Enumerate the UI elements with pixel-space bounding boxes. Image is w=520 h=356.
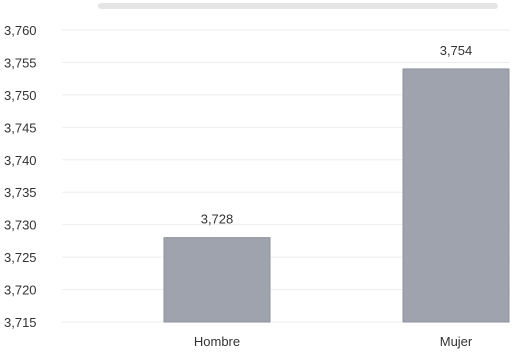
y-tick-label: 3,760: [4, 23, 37, 38]
y-tick-label: 3,735: [4, 185, 37, 200]
bars: [163, 68, 510, 323]
blurred-header-band: [98, 3, 498, 9]
data-labels: 3,728 3,754: [201, 43, 473, 227]
bar-hombre: [163, 237, 271, 323]
y-tick-label: 3,725: [4, 250, 37, 265]
y-tick-label: 3,750: [4, 88, 37, 103]
y-axis-tick-labels: 3,760 3,755 3,750 3,745 3,740 3,735 3,730 3,725…: [4, 23, 37, 330]
y-tick-label: 3,745: [4, 120, 37, 135]
data-label-mujer: 3,754: [440, 43, 473, 58]
category-label-mujer: Mujer: [440, 334, 473, 349]
y-tick-label: 3,740: [4, 153, 37, 168]
y-tick-label: 3,715: [4, 315, 37, 330]
x-axis-category-labels: Hombre Mujer: [194, 334, 473, 349]
y-tick-label: 3,720: [4, 283, 37, 298]
y-tick-label: 3,755: [4, 55, 37, 70]
y-tick-label: 3,730: [4, 218, 37, 233]
category-label-hombre: Hombre: [194, 334, 240, 349]
data-label-hombre: 3,728: [201, 212, 234, 227]
bar-mujer: [402, 68, 510, 323]
